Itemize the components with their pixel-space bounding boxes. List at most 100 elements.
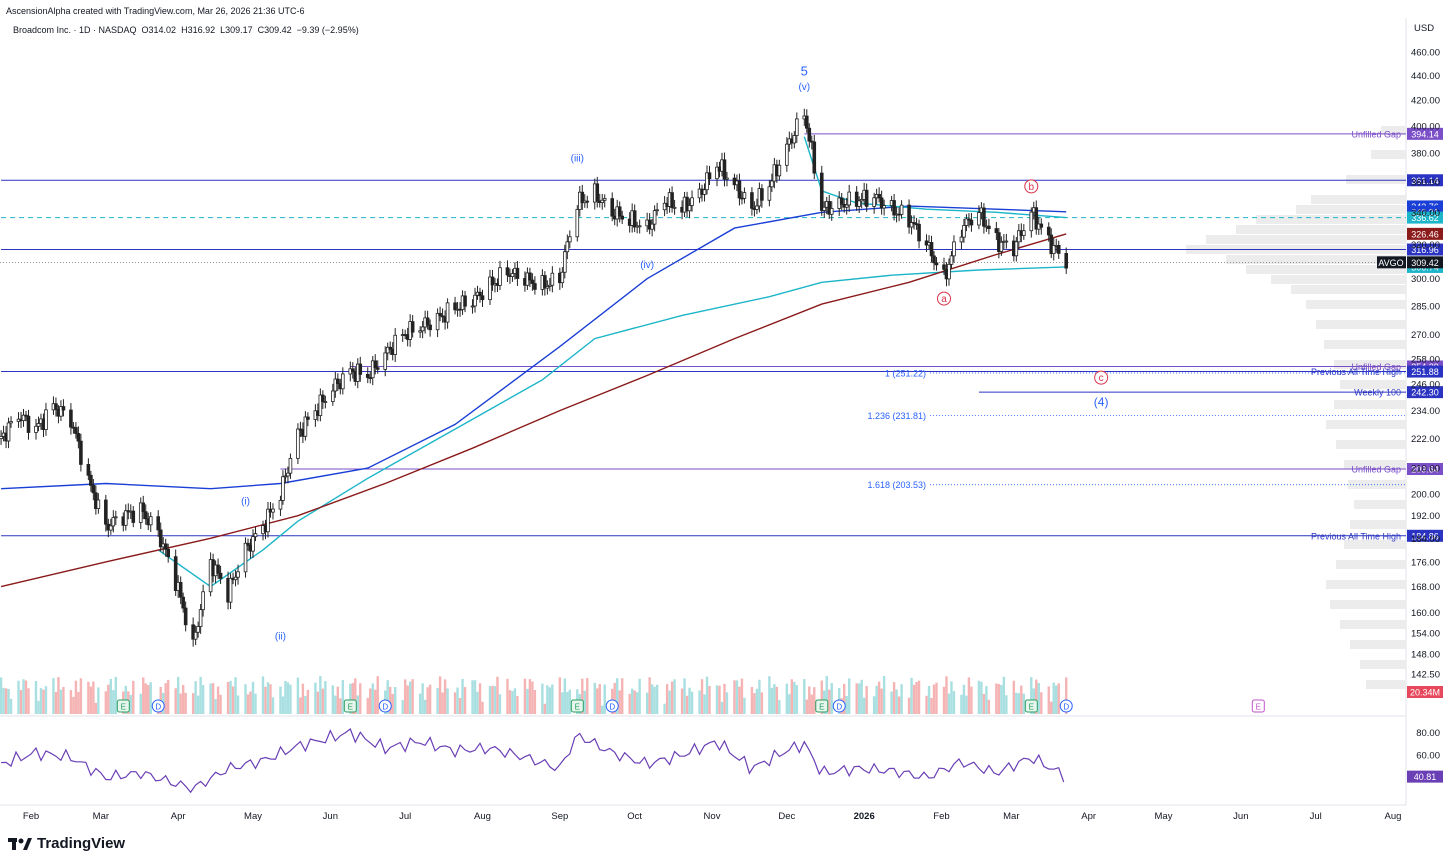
candle-body [498, 267, 502, 286]
volume-bar [855, 683, 858, 714]
wave-label: 5 [801, 63, 808, 78]
volume-bar [638, 678, 641, 714]
candle-body [438, 312, 442, 317]
candle-body [777, 164, 782, 177]
volume-bar [371, 683, 374, 714]
dividend-marker-text: D [1063, 703, 1069, 712]
level-price-tag-text: 251.88 [1411, 367, 1439, 377]
volume-bar [438, 676, 442, 714]
candle-body [385, 346, 390, 354]
candle-body [201, 591, 205, 611]
volume-bar [299, 697, 302, 714]
candle-body [550, 272, 555, 286]
price-tick: 300.00 [1411, 274, 1440, 285]
time-tick: Dec [778, 811, 795, 822]
volume-profile-bar [1206, 235, 1406, 244]
volume-bar [109, 678, 113, 714]
candle-body [804, 115, 809, 129]
price-tick: 142.50 [1411, 669, 1440, 680]
volume-bar [828, 689, 831, 714]
level-price-tag [1407, 463, 1443, 476]
volume-bar [261, 676, 265, 714]
candle-body [286, 472, 290, 477]
ma-price-tag-text: 326.46 [1411, 229, 1439, 239]
volume-bar [753, 693, 756, 714]
volume-bar [144, 683, 147, 714]
volume-bar [653, 686, 656, 714]
volume-bar [4, 688, 8, 714]
candle-body [847, 191, 851, 206]
time-tick: Nov [704, 811, 721, 822]
volume-bar [211, 683, 215, 714]
volume-bar [1020, 685, 1023, 714]
volume-bar [2, 687, 5, 714]
volume-bar [895, 689, 898, 714]
volume-bar [932, 684, 936, 714]
candle-body [742, 192, 747, 199]
dividend-marker [378, 699, 392, 713]
candle-body [104, 499, 108, 525]
time-tick: Oct [627, 811, 642, 822]
candle-body [296, 428, 300, 459]
price-tick: 380.00 [1411, 149, 1440, 160]
volume-profile-bar [1296, 205, 1406, 214]
price-tick: 210.00 [1411, 464, 1440, 475]
volume-bar [985, 686, 988, 714]
fib-label: 1.236 (231.81) [867, 411, 926, 421]
volume-bar [910, 677, 913, 714]
volume-bar [900, 684, 903, 714]
volume-bar [773, 684, 776, 714]
volume-bar [286, 682, 290, 714]
volume-bar [1035, 679, 1038, 714]
candle-body [1014, 241, 1019, 257]
candle-body [236, 571, 240, 578]
volume-bar [166, 679, 170, 714]
volume-bar [795, 685, 799, 714]
candle-body [655, 209, 659, 212]
volume-profile-bar [1354, 500, 1406, 509]
volume-bar [768, 676, 771, 714]
volume-profile-bar [1346, 175, 1406, 184]
volume-bar [688, 687, 691, 714]
candle-body [929, 242, 934, 257]
candle-body [283, 475, 288, 478]
candle-body [141, 502, 146, 513]
volume-bar [9, 698, 13, 714]
volume-profile-bar [1256, 215, 1406, 224]
candles [0, 108, 1069, 647]
candle-body [478, 291, 482, 297]
volume-profile-bar [1350, 520, 1406, 529]
volume-bar [196, 695, 200, 714]
volume-profile-bar [1271, 275, 1406, 284]
volume-bar [301, 683, 305, 714]
candle-body [602, 198, 607, 201]
volume-bar [349, 683, 352, 714]
volume-bar [421, 683, 424, 714]
volume-bar [980, 681, 983, 714]
candle-body [872, 197, 876, 207]
wave-label: (i) [241, 497, 250, 508]
candle-body [318, 394, 323, 417]
volume-bar [321, 688, 325, 714]
volume-bar [995, 683, 998, 714]
volume-bar [862, 697, 866, 714]
tradingview-logo[interactable]: TradingView [8, 835, 125, 852]
volume-profile-bar [1326, 420, 1406, 429]
volume-bar [27, 688, 30, 714]
volume-bar [566, 691, 569, 714]
wave-label: (iii) [571, 154, 584, 165]
candle-body [964, 218, 969, 226]
volume-bar [865, 686, 868, 714]
candle-body [266, 508, 270, 533]
time-axis[interactable]: Feb Mar Apr May Jun Jul Aug Sep Oct Nov Dec 2026 Feb… [23, 811, 1402, 822]
volume-bar [319, 676, 322, 714]
candle-body [303, 416, 308, 437]
candle-body [967, 218, 971, 221]
price-tick: 222.00 [1411, 434, 1440, 445]
candle-body [138, 502, 143, 523]
earnings-marker [116, 699, 130, 713]
volume-profile-bar [1336, 440, 1406, 449]
price-axis[interactable]: 394.14361.14316.96254.29251.88242.30209.… [1377, 23, 1443, 783]
moving-average-line [0, 233, 1067, 588]
